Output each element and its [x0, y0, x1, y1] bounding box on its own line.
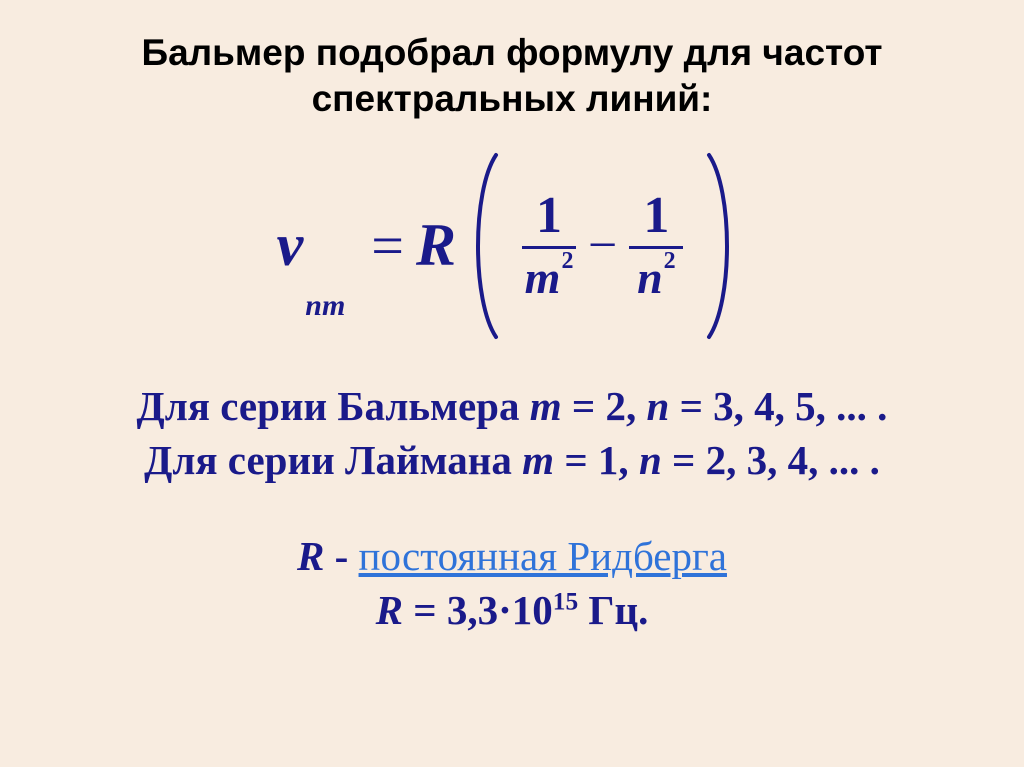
balmer-formula: ν nm = R 1 m 2 − 1 n [277, 151, 748, 341]
balmer-n-eq: = 3, 4, 5, ... . [669, 383, 887, 429]
title-line-2: спектральных линий: [312, 78, 713, 119]
equals-sign: = [371, 212, 404, 279]
minus-sign: − [588, 216, 617, 275]
numerator-1a: 1 [522, 190, 576, 246]
subscript-nm: nm [305, 289, 345, 341]
rydberg-R: R [297, 533, 324, 579]
balmer-m: m [530, 383, 562, 429]
fraction-group: 1 m 2 − 1 n 2 [508, 190, 697, 301]
rydberg-value-eq: = 3,3·10 [403, 587, 553, 633]
constant-R: R [416, 211, 456, 280]
lyman-m-eq: = 1, [554, 437, 639, 483]
left-paren-icon [458, 151, 508, 341]
spacer [40, 490, 984, 526]
rydberg-value-unit: Гц. [578, 587, 648, 633]
slide: Бальмер подобрал формулу для частот спек… [0, 0, 1024, 767]
rydberg-value-R: R [376, 587, 403, 633]
den-m: m [525, 255, 561, 301]
balmer-series-line: Для серии Бальмера m = 2, n = 3, 4, 5, .… [40, 382, 984, 430]
rydberg-constant-link[interactable]: постоянная Ридберга [359, 533, 727, 579]
den-m-exp: 2 [561, 249, 573, 273]
den-n-exp: 2 [664, 249, 676, 273]
balmer-n: n [647, 383, 670, 429]
page-title: Бальмер подобрал формулу для частот спек… [40, 30, 984, 123]
fraction-1-over-m2: 1 m 2 [522, 190, 576, 301]
lyman-series-line: Для серии Лаймана m = 1, n = 2, 3, 4, ..… [40, 436, 984, 484]
lyman-n-eq: = 2, 3, 4, ... . [662, 437, 880, 483]
den-n: n [637, 255, 663, 301]
balmer-prefix: Для серии Бальмера [137, 383, 530, 429]
rydberg-value-line: R = 3,3·1015 Гц. [40, 586, 984, 634]
lyman-n: n [639, 437, 662, 483]
rydberg-value-exp: 15 [553, 587, 578, 615]
symbol-nu: ν [277, 211, 304, 280]
fraction-1-over-n2: 1 n 2 [629, 190, 683, 301]
lyman-m: m [522, 437, 554, 483]
right-paren-icon [697, 151, 747, 341]
denominator-m2: m 2 [525, 249, 574, 301]
rydberg-dash: - [324, 533, 358, 579]
denominator-n2: n 2 [637, 249, 676, 301]
balmer-m-eq: = 2, [562, 383, 647, 429]
numerator-1b: 1 [629, 190, 683, 246]
lyman-prefix: Для серии Лаймана [144, 437, 522, 483]
title-line-1: Бальмер подобрал формулу для частот [142, 32, 883, 73]
rydberg-name-line: R - постоянная Ридберга [40, 532, 984, 580]
